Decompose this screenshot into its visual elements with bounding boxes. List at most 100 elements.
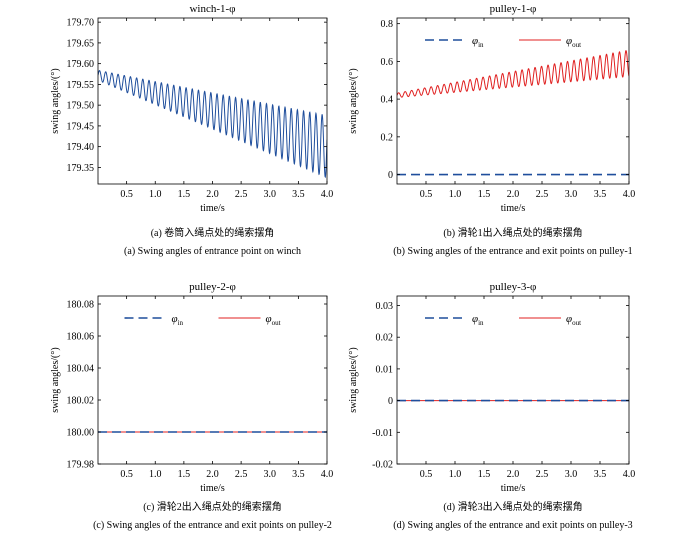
y-tick-label: 179.60 xyxy=(67,59,95,70)
x-tick-label: 3.5 xyxy=(292,469,305,480)
legend-label: φin xyxy=(472,313,484,327)
x-tick-label: 0.5 xyxy=(420,469,433,480)
y-tick-label: 0.2 xyxy=(381,132,394,143)
x-tick-label: 2.0 xyxy=(206,469,219,480)
y-axis-label: swing angles/(°) xyxy=(50,68,61,133)
y-tick-label: 179.70 xyxy=(67,18,95,29)
chart-title: winch-1-φ xyxy=(189,3,235,15)
x-tick-label: 1.0 xyxy=(149,469,162,480)
series-line-blue xyxy=(98,70,327,179)
y-tick-label: 179.98 xyxy=(67,460,95,471)
legend-label-subscript: out xyxy=(272,319,281,327)
x-tick-label: 2.0 xyxy=(507,189,520,200)
x-tick-label: 4.0 xyxy=(321,469,334,480)
y-axis-label: swing angles/(°) xyxy=(50,347,61,412)
legend-label: φout xyxy=(566,35,581,49)
caption-chinese: (c) 滑轮2出入绳点处的绳索摆角 xyxy=(143,500,282,513)
caption-english: (a) Swing angles of entrance point on wi… xyxy=(124,246,301,257)
x-tick-label: 2.5 xyxy=(235,189,248,200)
y-tick-label: 0.02 xyxy=(376,333,394,344)
legend-label: φin xyxy=(172,313,184,327)
y-tick-label: 179.40 xyxy=(67,142,95,153)
caption-english: (b) Swing angles of the entrance and exi… xyxy=(393,246,632,257)
y-tick-label: -0.02 xyxy=(372,460,393,471)
x-tick-label: 2.0 xyxy=(206,189,219,200)
x-tick-label: 3.5 xyxy=(594,189,607,200)
chart-panel-4: pulley-3-φ 0.5 1.0 1.5 2.0 2.5 3.0 3.5 4.0 -0.02 -… xyxy=(348,281,635,531)
x-tick-label: 3.0 xyxy=(264,469,277,480)
y-tick-label: 179.50 xyxy=(67,101,95,112)
y-tick-label: 179.65 xyxy=(67,38,95,49)
x-tick-label: 1.0 xyxy=(449,469,462,480)
y-tick-label: 0.6 xyxy=(381,57,394,68)
y-tick-label: 180.04 xyxy=(67,364,95,375)
x-tick-label: 1.5 xyxy=(178,189,191,200)
y-tick-label: 180.02 xyxy=(67,396,95,407)
chart-panel-1: winch-1-φ 0.5 1.0 1.5 2.0 2.5 3.0 3.5 4.0 179.35 1… xyxy=(50,3,333,257)
y-tick-label: 179.55 xyxy=(67,80,95,91)
series-line-red xyxy=(397,50,629,98)
x-tick-label: 1.5 xyxy=(178,469,191,480)
caption-english: (d) Swing angles of the entrance and exi… xyxy=(393,520,632,531)
chart-title: pulley-2-φ xyxy=(189,281,236,293)
y-tick-label: 0.01 xyxy=(376,364,394,375)
x-tick-label: 3.5 xyxy=(594,469,607,480)
legend: φin φout xyxy=(124,313,281,327)
legend-label-subscript: out xyxy=(572,319,581,327)
y-tick-label: 0.03 xyxy=(376,301,394,312)
legend-label: φout xyxy=(266,313,281,327)
x-tick-label: 0.5 xyxy=(420,189,433,200)
x-tick-label: 2.0 xyxy=(507,469,520,480)
y-tick-label: 180.08 xyxy=(67,300,95,311)
y-tick-label: -0.01 xyxy=(372,428,393,439)
x-axis-label: time/s xyxy=(200,203,225,214)
plot-frame xyxy=(396,17,630,185)
y-tick-label: 0.8 xyxy=(381,19,394,30)
chart-panel-2: pulley-1-φ 0.5 1.0 1.5 2.0 2.5 3.0 3.5 4.0 0 0.2 0.… xyxy=(348,3,635,257)
legend: φin φout xyxy=(425,313,581,327)
y-tick-label: 0 xyxy=(388,170,393,181)
y-tick-label: 180.06 xyxy=(67,332,95,343)
x-tick-label: 0.5 xyxy=(120,469,133,480)
x-tick-label: 2.5 xyxy=(536,469,549,480)
legend: φin φout xyxy=(425,35,581,49)
series-group xyxy=(98,70,327,179)
y-tick-label: 180.00 xyxy=(67,428,95,439)
caption-chinese: (d) 滑轮3出入绳点处的绳索摆角 xyxy=(443,500,582,513)
legend-label: φin xyxy=(472,35,484,49)
x-axis-label: time/s xyxy=(501,203,526,214)
legend-label-subscript: in xyxy=(178,319,184,327)
y-axis-label: swing angles/(°) xyxy=(348,68,359,133)
y-tick-label: 0.4 xyxy=(381,95,394,106)
x-tick-label: 1.5 xyxy=(478,469,491,480)
y-tick-label: 179.35 xyxy=(67,163,95,174)
y-axis-label: swing angles/(°) xyxy=(348,347,359,412)
y-tick-label: 179.45 xyxy=(67,121,95,132)
caption-english: (c) Swing angles of the entrance and exi… xyxy=(93,520,332,531)
x-tick-label: 1.0 xyxy=(449,189,462,200)
legend-label-subscript: in xyxy=(478,41,484,49)
x-tick-label: 4.0 xyxy=(623,469,636,480)
legend-label: φout xyxy=(566,313,581,327)
x-tick-label: 3.0 xyxy=(264,189,277,200)
x-tick-label: 3.5 xyxy=(292,189,305,200)
caption-chinese: (b) 滑轮1出入绳点处的绳索摆角 xyxy=(443,226,582,239)
legend-label-subscript: out xyxy=(572,41,581,49)
x-tick-label: 0.5 xyxy=(120,189,133,200)
plot-frame xyxy=(97,295,328,465)
legend-label-subscript: in xyxy=(478,319,484,327)
x-tick-label: 2.5 xyxy=(536,189,549,200)
x-tick-label: 1.5 xyxy=(478,189,491,200)
x-axis-label: time/s xyxy=(200,483,225,494)
chart-title: pulley-3-φ xyxy=(490,281,537,293)
chart-panel-3: pulley-2-φ 0.5 1.0 1.5 2.0 2.5 3.0 3.5 4.0 179.98… xyxy=(50,281,333,531)
x-tick-label: 3.0 xyxy=(565,189,578,200)
y-tick-label: 0 xyxy=(388,396,393,407)
series-group xyxy=(397,50,629,176)
x-tick-label: 1.0 xyxy=(149,189,162,200)
plot-frame xyxy=(97,17,328,185)
chart-title: pulley-1-φ xyxy=(490,3,537,15)
caption-chinese: (a) 卷筒入绳点处的绳索摆角 xyxy=(151,226,275,239)
x-tick-label: 2.5 xyxy=(235,469,248,480)
